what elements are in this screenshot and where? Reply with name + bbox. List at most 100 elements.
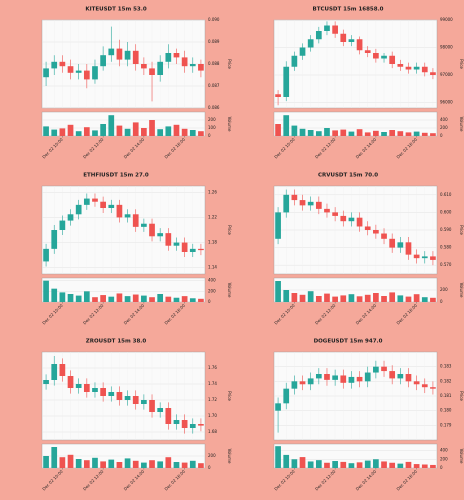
candle-body xyxy=(275,94,281,97)
volume-bar xyxy=(291,459,298,468)
volume-bar xyxy=(92,130,98,136)
volume-bar xyxy=(413,131,420,136)
y-tick-label: 1.68 xyxy=(208,429,217,434)
volume-bar xyxy=(92,457,98,468)
volume-bar xyxy=(413,294,420,302)
candle-body xyxy=(373,366,379,373)
candle-body xyxy=(291,381,298,389)
candle-body xyxy=(132,214,139,227)
candle-body xyxy=(405,242,412,255)
volume-bar xyxy=(299,457,306,468)
candle-body xyxy=(92,66,98,80)
x-tick-label: Dec 02 10:00 xyxy=(41,303,64,326)
candle-body xyxy=(149,223,155,237)
volume-bar xyxy=(356,462,363,468)
candle-body xyxy=(299,200,306,206)
volume-bar xyxy=(283,115,290,136)
volume-bar xyxy=(198,463,204,468)
volume-bar xyxy=(157,294,164,302)
chart-title: ETHFIUSDT 15m 27.0 xyxy=(83,173,149,179)
candle-body xyxy=(332,212,338,216)
x-tick-label: Dec 02 14:00 xyxy=(355,303,378,326)
volume-panel xyxy=(273,111,438,137)
volume-bar xyxy=(157,461,164,468)
candle-body xyxy=(100,201,106,208)
x-tick-label: Dec 02 14:00 xyxy=(355,137,378,160)
candle-body xyxy=(389,55,396,64)
volume-bar xyxy=(43,280,49,302)
volume-bar xyxy=(340,129,347,136)
volume-bar xyxy=(132,294,139,302)
candle-body xyxy=(75,384,82,388)
candle-body xyxy=(397,374,404,379)
volume-bar xyxy=(430,464,436,468)
candle-body xyxy=(348,376,355,383)
volume-bar xyxy=(75,459,82,468)
candle-body xyxy=(275,212,281,239)
candle-body xyxy=(291,194,298,201)
y-tick-label: 1.72 xyxy=(208,397,217,402)
volume-tick-label: 200 xyxy=(440,125,448,130)
candle-body xyxy=(181,242,188,252)
candle-body xyxy=(340,33,347,42)
y-tick-label: 0.590 xyxy=(440,227,452,232)
candle-body xyxy=(413,381,420,385)
candle-body xyxy=(430,72,436,75)
candle-body xyxy=(108,48,115,56)
candle-body xyxy=(92,388,98,392)
x-tick-label: Dec 02 16:00 xyxy=(163,137,186,160)
volume-bar xyxy=(189,460,196,468)
volume-panel xyxy=(41,277,206,303)
volume-bar xyxy=(132,460,139,468)
volume-bar xyxy=(340,295,347,302)
volume-bar xyxy=(421,464,428,468)
candle-body xyxy=(149,68,155,75)
volume-bar xyxy=(108,115,115,136)
volume-bar xyxy=(189,298,196,302)
candle-body xyxy=(324,374,330,380)
x-tick-label: Dec 02 12:00 xyxy=(314,137,337,160)
candle-body xyxy=(405,66,412,70)
x-tick-label: Dec 02 12:00 xyxy=(314,303,337,326)
volume-bar xyxy=(75,131,82,136)
y-tick-label: 0.181 xyxy=(440,393,452,398)
y-axis-label: Price xyxy=(227,391,232,401)
candle-body xyxy=(381,366,387,372)
candle-body xyxy=(198,248,204,251)
volume-tick-label: 200 xyxy=(208,117,216,122)
candle-body xyxy=(315,374,322,379)
y2-axis-label: Volume xyxy=(459,117,464,132)
volume-bar xyxy=(275,124,281,136)
x-tick-label: Dec 02 10:00 xyxy=(273,469,296,492)
candle-body xyxy=(283,388,290,404)
volume-bar xyxy=(381,132,387,136)
y-tick-label: 1.76 xyxy=(208,365,217,370)
chart-title: BTCUSDT 15m 16858.0 xyxy=(313,7,384,13)
candle-body xyxy=(324,208,330,213)
volume-bar xyxy=(364,460,371,468)
candlestick-chart: BTCUSDT 15m 16858.0 96000 97000 98000 99000 0… xyxy=(273,7,464,160)
volume-bar xyxy=(373,130,379,136)
candle-body xyxy=(181,57,188,67)
y-tick-label: 0.087 xyxy=(208,83,220,88)
volume-bar xyxy=(405,461,412,468)
candle-body xyxy=(67,376,74,388)
y2-axis-label: Volume xyxy=(227,283,232,298)
candle-body xyxy=(116,392,123,400)
volume-bar xyxy=(43,456,49,468)
volume-bar xyxy=(116,462,123,468)
y-tick-label: 1.70 xyxy=(208,413,217,418)
volume-bar xyxy=(421,297,428,302)
volume-bar xyxy=(83,291,90,302)
candle-body xyxy=(307,378,314,385)
volume-bar xyxy=(59,292,66,302)
volume-bar xyxy=(389,130,396,136)
candle-body xyxy=(173,420,180,424)
volume-bar xyxy=(173,297,180,302)
volume-bar xyxy=(315,131,322,136)
volume-bar xyxy=(198,131,204,136)
volume-bar xyxy=(332,296,338,302)
volume-bar xyxy=(59,128,66,136)
candle-body xyxy=(413,254,420,259)
volume-bar xyxy=(324,462,330,468)
